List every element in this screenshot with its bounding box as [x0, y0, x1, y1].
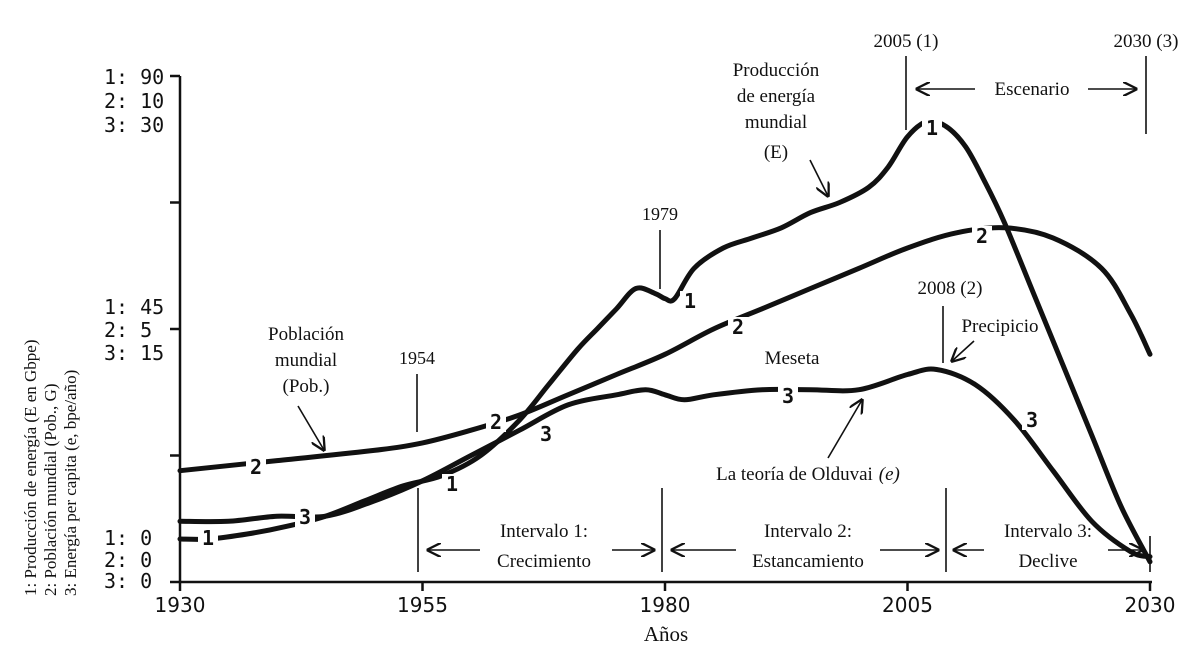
curve-label-1-c: 1 — [684, 289, 696, 313]
olduvai-label-text: La teoría de Olduvai — [716, 464, 873, 485]
produccion-line-2: de energía — [737, 86, 816, 107]
y-tick-mid-2: 2: 5 — [104, 318, 152, 342]
meseta-label: Meseta — [765, 348, 820, 369]
marker-2030-label: 2030 (3) — [1114, 31, 1179, 52]
poblacion-annotation: Población mundial (Pob.) — [268, 324, 344, 450]
poblacion-line-2: mundial — [275, 350, 337, 371]
marker-2008-label: 2008 (2) — [918, 278, 983, 299]
curve-label-2-d: 2 — [976, 224, 988, 248]
x-tick-labels: 1930 1955 1980 2005 2030 — [155, 593, 1176, 617]
poblacion-line-1: Población — [268, 324, 344, 345]
x-tick-label-2005: 2005 — [882, 593, 933, 617]
x-tick-label-1955: 1955 — [397, 593, 448, 617]
y-axis-title-line-1: 1: Producción de energía (E en Gbpe) — [21, 340, 40, 597]
x-tick-label-2030: 2030 — [1125, 593, 1176, 617]
series-3-per-capita-energy-line — [177, 366, 1153, 560]
poblacion-arrow — [297, 405, 324, 450]
produccion-line-4: (E) — [764, 142, 788, 163]
curve-label-1-b: 1 — [446, 472, 458, 496]
y-tick-bot-1: 1: 0 — [104, 526, 152, 550]
x-tick-label-1980: 1980 — [640, 593, 691, 617]
olduvai-label-e: (e) — [879, 464, 900, 485]
interval-1-name: Crecimiento — [497, 551, 591, 572]
intervals: Intervalo 1: Crecimiento Intervalo 2: Es… — [417, 488, 1151, 572]
curve-label-2-c: 2 — [732, 315, 744, 339]
poblacion-line-3: (Pob.) — [283, 376, 330, 397]
olduvai-arrow — [827, 400, 862, 459]
curve-label-1-d: 1 — [926, 116, 938, 140]
x-ticks — [178, 582, 1152, 591]
marker-1979-label: 1979 — [642, 204, 678, 224]
y-tick-bot-3: 3: 0 — [104, 569, 152, 593]
curve-label-2-a: 2 — [250, 455, 262, 479]
interval-3-name: Declive — [1018, 551, 1077, 572]
y-axis-title-line-3: 3: Energía per capita (e, bpe/año) — [61, 370, 80, 596]
y-tick-top-3: 3: 30 — [104, 113, 164, 137]
curve-label-3-c: 3 — [782, 384, 794, 408]
y-tick-labels: 1: 90 2: 10 3: 30 1: 45 2: 5 3: 15 1: 0 … — [104, 65, 164, 593]
y-ticks — [170, 74, 180, 584]
series-1-energy-production-line — [177, 118, 1153, 565]
y-tick-mid-3: 3: 15 — [104, 341, 164, 365]
series-2-population-line — [177, 225, 1153, 474]
marker-1954-label: 1954 — [399, 348, 435, 368]
precipicio-label: Precipicio — [961, 316, 1038, 337]
interval-2-title: Intervalo 2: — [764, 521, 852, 542]
curve-label-3-a: 3 — [299, 505, 311, 529]
produccion-arrow — [809, 159, 828, 196]
y-tick-top-1: 1: 90 — [104, 65, 164, 89]
interval-2-name: Estancamiento — [752, 551, 864, 572]
y-tick-mid-1: 1: 45 — [104, 295, 164, 319]
precipicio-arrow — [952, 340, 975, 361]
produccion-annotation: Producción de energía mundial (E) — [733, 60, 828, 196]
x-axis-title: Años — [644, 622, 688, 646]
escenario-label: Escenario — [995, 79, 1070, 100]
curve-label-3-d: 3 — [1026, 408, 1038, 432]
olduvai-label: La teoría de Olduvai (e) — [716, 464, 900, 485]
y-axis-title-line-2: 2: Población mundial (Pob., G) — [41, 384, 60, 596]
y-axis-title: 1: Producción de energía (E en Gbpe) 2: … — [21, 340, 80, 597]
interval-3-title: Intervalo 3: — [1004, 521, 1092, 542]
curve-label-3-b: 3 — [540, 422, 552, 446]
x-tick-label-1930: 1930 — [155, 593, 206, 617]
interval-1-title: Intervalo 1: — [500, 521, 588, 542]
escenario-annotation: Escenario — [917, 79, 1136, 100]
y-tick-top-2: 2: 10 — [104, 89, 164, 113]
y-tick-bot-2: 2: 0 — [104, 548, 152, 572]
curve-label-2-b: 2 — [490, 410, 502, 434]
produccion-line-1: Producción — [733, 60, 820, 81]
year-markers: 1954 1979 2005 (1) 2008 (2) 2030 (3) — [399, 31, 1178, 432]
curve-number-labels: 1 1 1 1 2 2 2 2 3 3 3 3 — [198, 116, 1042, 550]
curve-label-1-a: 1 — [202, 526, 214, 550]
marker-2005-label: 2005 (1) — [874, 31, 939, 52]
produccion-line-3: mundial — [745, 112, 807, 133]
